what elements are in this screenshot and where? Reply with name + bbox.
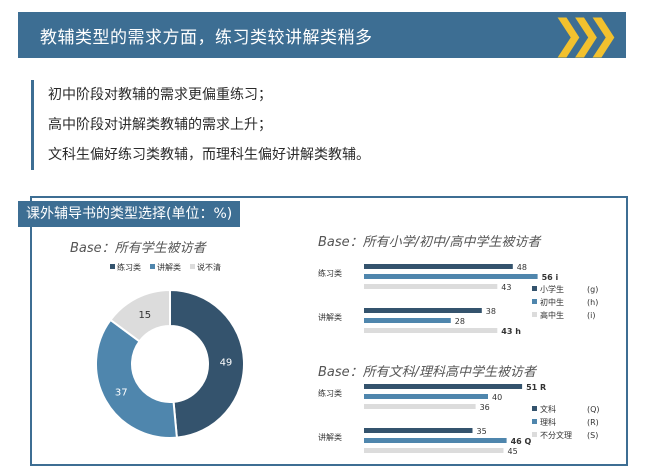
bar-legend-swatch [532, 286, 537, 291]
bar-legend-swatch [532, 432, 537, 437]
bar-chart-1: 练习类 48 56 i 43 讲解类 38 28 43 h 小学生 (g) 初中生 (h) 高中生 (i) [318, 263, 598, 336]
bar-legend-swatch [532, 419, 537, 424]
bar-legend-tag: (R) [587, 418, 599, 427]
bar-value-label: 45 [508, 447, 518, 456]
bar-legend-swatch [532, 312, 537, 317]
donut-value-label: 15 [138, 310, 151, 321]
bar [364, 308, 482, 313]
bar-category-label: 练习类 [318, 388, 342, 398]
bar-legend-tag: (i) [587, 311, 595, 320]
bar-legend-label: 文科 [540, 404, 556, 414]
donut-chart-title: Base：所有学生被访者 [70, 240, 208, 256]
bar [364, 284, 498, 289]
bar-category-label: 练习类 [318, 268, 342, 278]
bar-value-label: 51 R [526, 383, 546, 392]
bar-value-label: 40 [492, 393, 502, 402]
bar-legend-label: 初中生 [540, 297, 564, 307]
donut-legend-label: 说不清 [197, 262, 221, 272]
bar-legend-label: 高中生 [540, 310, 564, 320]
bar-legend-tag: (Q) [587, 405, 600, 414]
bar-legend-swatch [532, 406, 537, 411]
summary-notes: 初中阶段对教辅的需求更偏重练习； 高中阶段对讲解类教辅的需求上升； 文科生偏好练… [31, 80, 370, 170]
bar [364, 404, 476, 409]
summary-note: 初中阶段对教辅的需求更偏重练习； [48, 87, 272, 103]
donut-slice [169, 288, 245, 439]
bar-legend-swatch [532, 299, 537, 304]
bar-legend-tag: (S) [587, 431, 598, 440]
bar [364, 428, 473, 433]
bar-value-label: 43 h [501, 327, 521, 336]
header-banner: 教辅类型的需求方面，练习类较讲解类稍多 ❯❯❯ [18, 12, 626, 58]
bar-value-label: 35 [477, 427, 487, 436]
donut-slice [109, 288, 171, 343]
donut-legend-swatch [150, 264, 155, 269]
donut-legend: 练习类 讲解类 说不清 [110, 262, 221, 272]
bar [364, 328, 498, 333]
donut-legend-swatch [190, 264, 195, 269]
bar-value-label: 38 [486, 307, 496, 316]
bar [364, 438, 507, 443]
donut-legend-label: 练习类 [117, 262, 141, 272]
donut-value-label: 37 [115, 387, 128, 398]
bar-legend-label: 理科 [540, 417, 556, 427]
bar-legend-tag: (h) [587, 298, 598, 307]
bar-value-label: 28 [455, 317, 465, 326]
bar-value-label: 48 [517, 263, 527, 272]
bar-legend-tag: (g) [587, 285, 598, 294]
bar-chart-2-title: Base：所有文科/理科高中学生被访者 [318, 364, 538, 380]
donut-value-label: 49 [220, 357, 233, 368]
summary-note: 高中阶段对讲解类教辅的需求上升； [48, 117, 272, 133]
bar-category-label: 讲解类 [318, 432, 342, 442]
bar-legend-label: 小学生 [540, 284, 564, 294]
bar-value-label: 43 [501, 283, 511, 292]
bar-category-label: 讲解类 [318, 312, 342, 322]
bar-value-label: 56 i [542, 273, 559, 282]
chart-panel: Base：所有学生被访者 Base：所有小学/初中/高中学生被访者 Base：所… [30, 196, 628, 466]
bar [364, 384, 523, 389]
donut-slice [95, 318, 178, 439]
summary-note: 文科生偏好练习类教辅，而理科生偏好讲解类教辅。 [48, 147, 370, 163]
bar-value-label: 36 [480, 403, 490, 412]
panel-title: 课外辅导书的类型选择(单位：%) [18, 201, 241, 227]
donut-legend-swatch [110, 264, 115, 269]
bar [364, 318, 451, 323]
bar [364, 274, 538, 279]
bar-chart-1-title: Base：所有小学/初中/高中学生被访者 [318, 234, 542, 250]
bar-legend-label: 不分文理 [540, 430, 572, 440]
donut-chart: 49 37 15 [95, 288, 245, 439]
charts-canvas: Base：所有学生被访者 Base：所有小学/初中/高中学生被访者 Base：所… [70, 234, 600, 456]
bar [364, 264, 513, 269]
bar [364, 448, 504, 453]
chevron-arrows-icon: ❯❯❯ [551, 12, 619, 58]
page-title: 教辅类型的需求方面，练习类较讲解类稍多 [40, 28, 373, 48]
bar [364, 394, 488, 399]
bar-value-label: 46 Q [511, 437, 532, 446]
donut-legend-label: 讲解类 [157, 262, 181, 272]
